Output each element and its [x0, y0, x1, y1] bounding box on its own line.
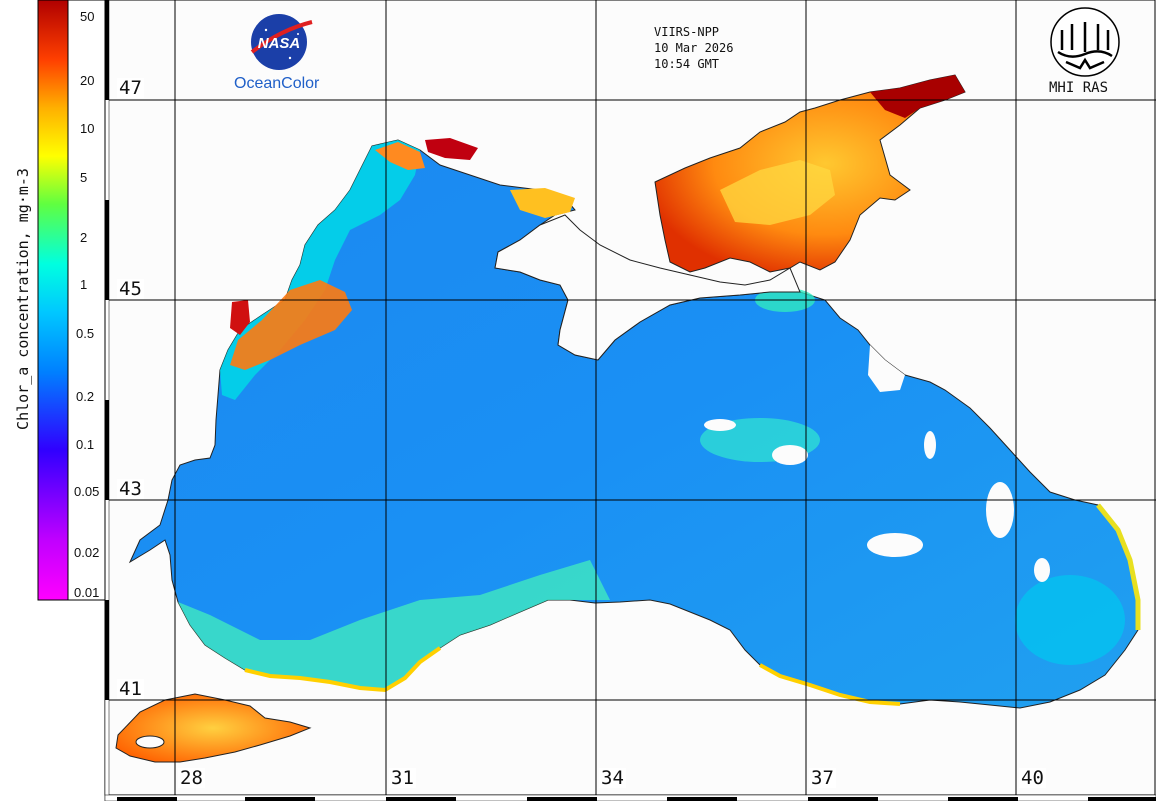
colorbar-tick-20: 20	[80, 73, 95, 88]
southern-coastal-band	[178, 560, 610, 690]
karkinit-bay	[510, 188, 575, 218]
sea-of-marmara	[115, 693, 312, 763]
acquisition-info: VIIRS-NPP 10 Mar 2026 10:54 GMT	[654, 24, 733, 72]
cloud-gap-7	[924, 431, 936, 459]
colorbar-tick-0.05: 0.05	[74, 484, 100, 499]
colorbar-tick-0.01: 0.01	[74, 585, 100, 600]
cloud-gap-6	[704, 419, 736, 431]
longitude-label-31: 31	[389, 767, 416, 789]
longitude-label-37: 37	[809, 767, 836, 789]
sensor-name: VIIRS-NPP	[654, 25, 720, 39]
cloud-gap-2	[986, 482, 1014, 538]
graticule	[105, 0, 1156, 795]
colorbar-label-area	[67, 0, 106, 601]
marmara-island	[135, 735, 165, 749]
cloud-gap-5	[1034, 558, 1050, 582]
azov-taganrog-bay	[870, 75, 965, 118]
colorbar	[37, 0, 69, 601]
colorbar-tick-0.2: 0.2	[76, 389, 95, 404]
cloud-gap-1	[868, 345, 905, 392]
colorbar-tick-2: 2	[80, 230, 88, 245]
latitude-label-45: 45	[117, 278, 144, 300]
east-coast-yellow-rim	[1096, 503, 1141, 630]
crimea-peninsula	[494, 214, 801, 361]
nasa-logo-text: NASA	[258, 35, 301, 52]
mhi-ras-logo	[1050, 7, 1120, 77]
colorbar-tick-0.02: 0.02	[74, 545, 100, 560]
southern-coast-yellow-rim	[244, 646, 442, 693]
colorbar-tick-5: 5	[80, 170, 88, 185]
latitude-label-41: 41	[117, 678, 144, 700]
left-scale-bar	[104, 0, 110, 801]
cloud-gap-4	[867, 533, 923, 557]
eastern-eddy	[1015, 575, 1125, 665]
colorbar-title: Chlor_a concentration, mg·m-3	[14, 168, 32, 430]
colorbar-tick-0.5: 0.5	[76, 326, 95, 341]
latitude-label-47: 47	[117, 77, 144, 99]
oceancolor-caption: OceanColor	[234, 75, 320, 92]
acquisition-date: 10 Mar 2026	[654, 41, 734, 55]
longitude-label-34: 34	[599, 767, 626, 789]
cloud-gap-3	[772, 445, 808, 465]
colorbar-tick-0.1: 0.1	[76, 437, 95, 452]
acquisition-time: 10:54 GMT	[654, 57, 720, 71]
danube-plume	[230, 300, 250, 335]
nasa-logo: NASA	[250, 14, 313, 70]
colorbar-tick-1: 1	[80, 277, 88, 292]
se-coast-yellow-rim	[759, 663, 901, 706]
western-shelf-bloom	[230, 280, 352, 370]
colorbar-tick-50: 50	[80, 9, 95, 24]
longitude-label-28: 28	[178, 767, 205, 789]
dnieper-liman	[425, 138, 478, 160]
longitude-label-40: 40	[1019, 767, 1046, 789]
colorbar-tick-10: 10	[80, 121, 95, 136]
odesa-bloom	[375, 142, 425, 170]
latitude-label-43: 43	[117, 478, 144, 500]
mhi-ras-caption: MHI RAS	[1049, 80, 1109, 96]
bottom-scale-bar	[104, 794, 1156, 801]
